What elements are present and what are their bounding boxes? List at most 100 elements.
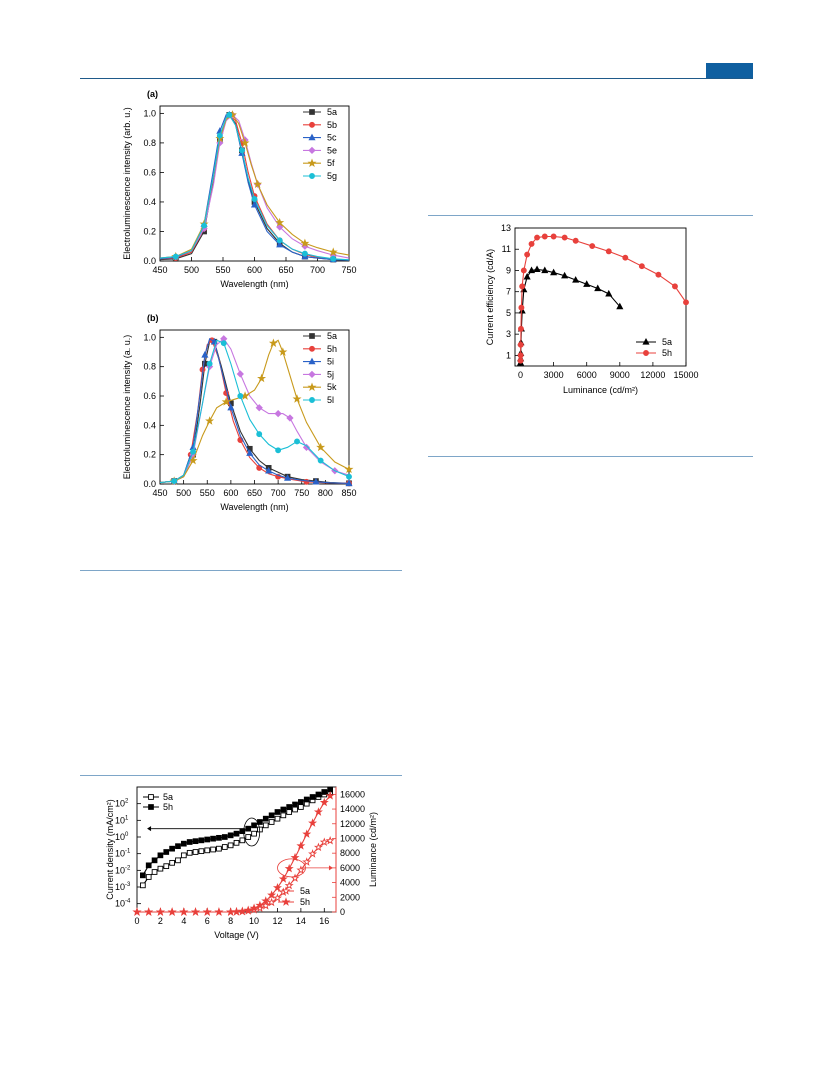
- data-point: [534, 234, 541, 241]
- axis-annotations: [147, 817, 333, 878]
- data-point: [541, 266, 549, 274]
- legend-label: 5h: [300, 897, 310, 907]
- data-point: [145, 862, 152, 869]
- data-point: [201, 350, 209, 358]
- legend-marker: [308, 146, 316, 155]
- data-point: [517, 352, 524, 359]
- data-point: [302, 443, 311, 451]
- y-tick-exponent: 1: [125, 815, 129, 821]
- x-tick-label: 650: [278, 265, 293, 275]
- data-point: [201, 222, 208, 229]
- x-tick-label: 12: [272, 916, 282, 926]
- data-point: [284, 880, 294, 890]
- data-point: [312, 477, 320, 485]
- legend-marker: [309, 397, 315, 403]
- data-point: [255, 900, 265, 910]
- data-point: [140, 872, 146, 879]
- y2-tick-label: 8000: [340, 848, 360, 858]
- y-tick-label: 0.6: [143, 391, 156, 401]
- data-point: [202, 907, 212, 916]
- y2-tick-label: 16000: [340, 789, 365, 799]
- header-rule: [80, 78, 753, 79]
- current-series-5a: 5a: [140, 789, 333, 889]
- x-tick-label: 450: [152, 488, 167, 498]
- data-point: [328, 247, 338, 256]
- data-point: [145, 874, 152, 880]
- series-line: [159, 339, 350, 484]
- series-line: [159, 337, 350, 484]
- divider-rule: [80, 775, 402, 776]
- divider-rule: [428, 456, 753, 457]
- data-point: [204, 847, 211, 854]
- data-point: [163, 863, 170, 870]
- data-point: [561, 234, 568, 241]
- x-axis-label: Wavelength (nm): [220, 502, 288, 512]
- legend-marker: [307, 382, 317, 392]
- data-point: [524, 251, 531, 258]
- divider-rule: [80, 570, 402, 571]
- data-point: [186, 839, 193, 845]
- data-point: [301, 250, 308, 257]
- x-tick-label: 550: [215, 265, 230, 275]
- data-point: [206, 360, 213, 367]
- current-ellipse: [243, 817, 261, 847]
- data-point: [533, 265, 541, 273]
- legend-marker: [309, 333, 315, 339]
- y2-tick-label: 6000: [340, 863, 360, 873]
- x-axis-label: Luminance (cd/m²): [563, 385, 638, 395]
- left-arrow-head: [147, 826, 152, 832]
- x-tick-label: 450: [152, 265, 167, 275]
- y-tick-exponent: 2: [125, 799, 129, 805]
- data-point: [346, 473, 352, 480]
- y-tick-label: 1: [506, 350, 511, 360]
- data-point: [317, 457, 324, 464]
- data-point: [286, 804, 293, 810]
- legend-marker: [307, 158, 317, 168]
- legend-label: 5a: [163, 792, 173, 802]
- y-tick-label: 0.0: [143, 256, 156, 266]
- data-point: [296, 865, 306, 874]
- legend-marker: [148, 804, 154, 810]
- y-tick-exponent: 0: [125, 832, 129, 838]
- data-point: [330, 255, 337, 262]
- y-tick-label: 10: [115, 882, 125, 892]
- y-tick-label: 10: [115, 832, 125, 842]
- data-point: [171, 478, 178, 485]
- data-point: [276, 240, 284, 248]
- data-point: [302, 829, 312, 838]
- legend-marker: [642, 338, 650, 345]
- data-point: [572, 237, 579, 244]
- legend-label: 5j: [327, 369, 334, 379]
- data-point: [589, 243, 596, 249]
- data-point: [309, 794, 316, 800]
- data-point: [313, 807, 323, 816]
- y2-tick-label: 14000: [340, 804, 365, 814]
- data-point: [298, 799, 304, 805]
- data-point: [236, 370, 244, 378]
- data-point: [267, 897, 277, 907]
- y2-tick-label: 10000: [340, 833, 365, 843]
- y2-tick-label: 4000: [340, 878, 360, 888]
- x-tick-label: 10: [249, 916, 259, 926]
- data-point: [240, 138, 250, 147]
- x-tick-label: 600: [223, 488, 238, 498]
- data-point: [251, 822, 257, 829]
- x-tick-label: 9000: [610, 370, 630, 380]
- data-point: [239, 837, 246, 844]
- x-tick-label: 600: [247, 265, 262, 275]
- y-tick-label: 0.2: [143, 450, 156, 460]
- data-point: [284, 474, 292, 481]
- y-tick-label: 0.8: [143, 138, 156, 148]
- data-point: [216, 845, 222, 852]
- divider-rule: [428, 215, 753, 216]
- data-point: [205, 416, 215, 425]
- legend-label: 5a: [662, 337, 672, 347]
- data-point: [172, 253, 179, 260]
- x-axis-label: Wavelength (nm): [220, 279, 288, 289]
- legend-marker: [308, 357, 316, 365]
- data-point: [294, 438, 300, 445]
- data-point: [319, 797, 329, 807]
- x-axis-label: Voltage (V): [214, 930, 259, 940]
